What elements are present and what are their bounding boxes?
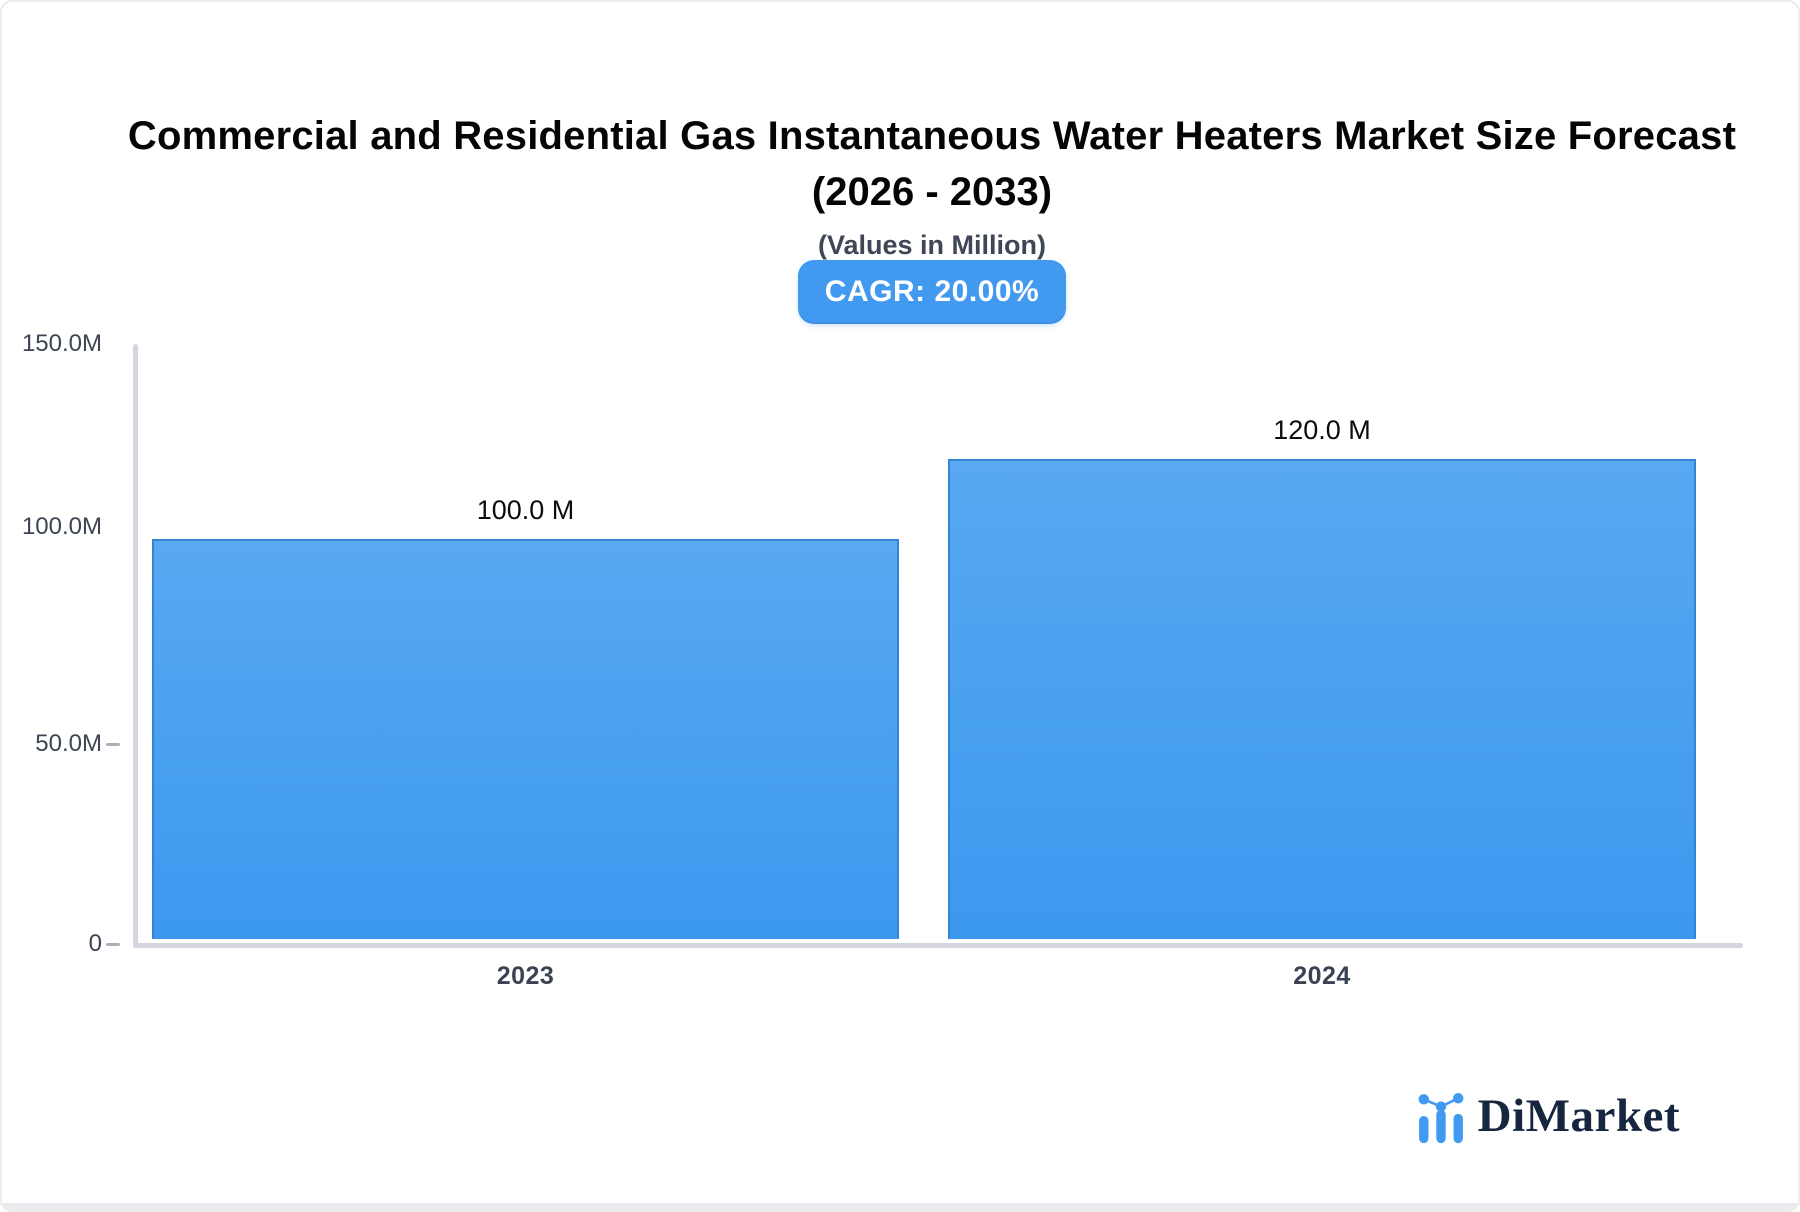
y-tick-mark-50 xyxy=(106,743,120,746)
mini-bar-chart-with-dots-icon xyxy=(1418,1093,1464,1144)
y-tick-label-50: 50.0M xyxy=(35,730,102,757)
y-tick-label-150: 150.0M xyxy=(21,330,102,357)
chart-subtitle: (Values in Million) xyxy=(817,230,1047,260)
bar-value-label-2023: 100.0 M xyxy=(476,495,575,525)
y-tick-mark-0 xyxy=(106,943,120,946)
dimarket-logo[interactable]: DiMarket xyxy=(1417,1088,1680,1144)
logo-text: DiMarket xyxy=(1477,1090,1680,1142)
bar-group-2024: 120.0 M xyxy=(948,415,1696,939)
bar-2024[interactable] xyxy=(948,459,1696,939)
x-tick-label-2024: 2024 xyxy=(1293,962,1351,990)
bar-value-label-2024: 120.0 M xyxy=(1273,415,1371,445)
y-tick-label-100: 100.0M xyxy=(21,513,102,540)
cagr-badge: CAGR: 20.00% xyxy=(797,260,1067,324)
card-bottom-edge xyxy=(2,1203,1798,1210)
chart-title-line2: (2026 - 2033) xyxy=(811,170,1053,214)
bar-2023[interactable] xyxy=(152,539,899,939)
y-axis-line xyxy=(133,344,138,948)
x-axis-line xyxy=(133,943,1743,948)
x-tick-label-2023: 2023 xyxy=(496,962,555,990)
bar-group-2023: 100.0 M xyxy=(152,495,899,939)
cagr-badge-row: CAGR: 20.00% xyxy=(117,260,1747,324)
chart-title-line1: Commercial and Residential Gas Instantan… xyxy=(127,114,1737,158)
y-tick-label-0: 0 xyxy=(88,930,102,957)
